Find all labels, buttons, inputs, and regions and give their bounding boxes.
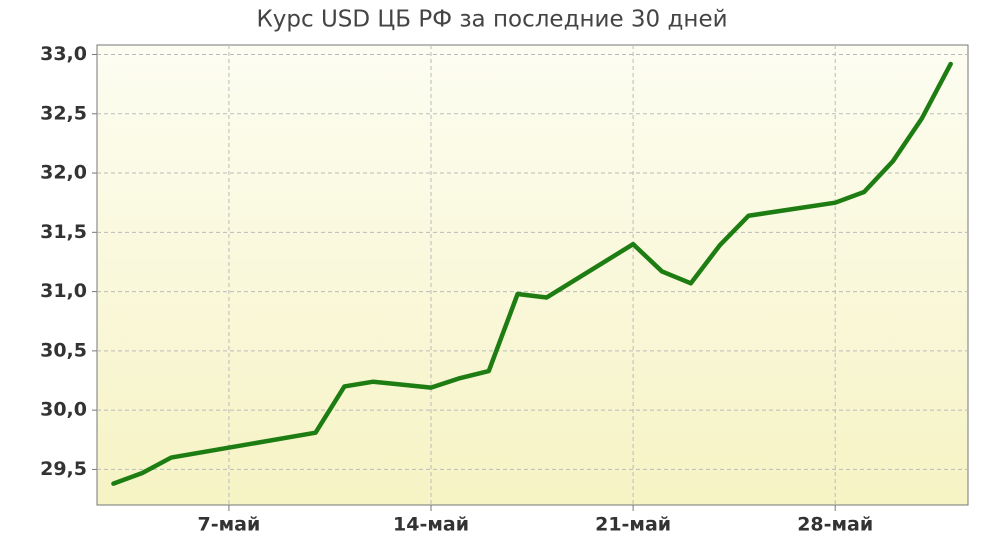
y-tick-label: 29,5: [40, 458, 87, 480]
x-tick-label: 21-май: [595, 514, 671, 536]
x-tick-label: 7-май: [198, 514, 261, 536]
line: [111, 61, 953, 486]
y-tick-label: 30,5: [40, 339, 87, 361]
y-tick-label: 31,0: [40, 280, 87, 302]
y-tick-label: 32,5: [40, 102, 87, 124]
y-tick-label: 30,0: [40, 399, 87, 421]
chart-title: Курс USD ЦБ РФ за последние 30 дней: [256, 7, 727, 33]
y-tick-label: 33,0: [40, 43, 87, 65]
y-tick-label: 32,0: [40, 162, 87, 184]
y-tick-label: 31,5: [40, 221, 87, 243]
plot-area: [96, 44, 969, 506]
x-tick-label: 14-май: [393, 514, 469, 536]
x-tick-label: 28-май: [797, 514, 873, 536]
